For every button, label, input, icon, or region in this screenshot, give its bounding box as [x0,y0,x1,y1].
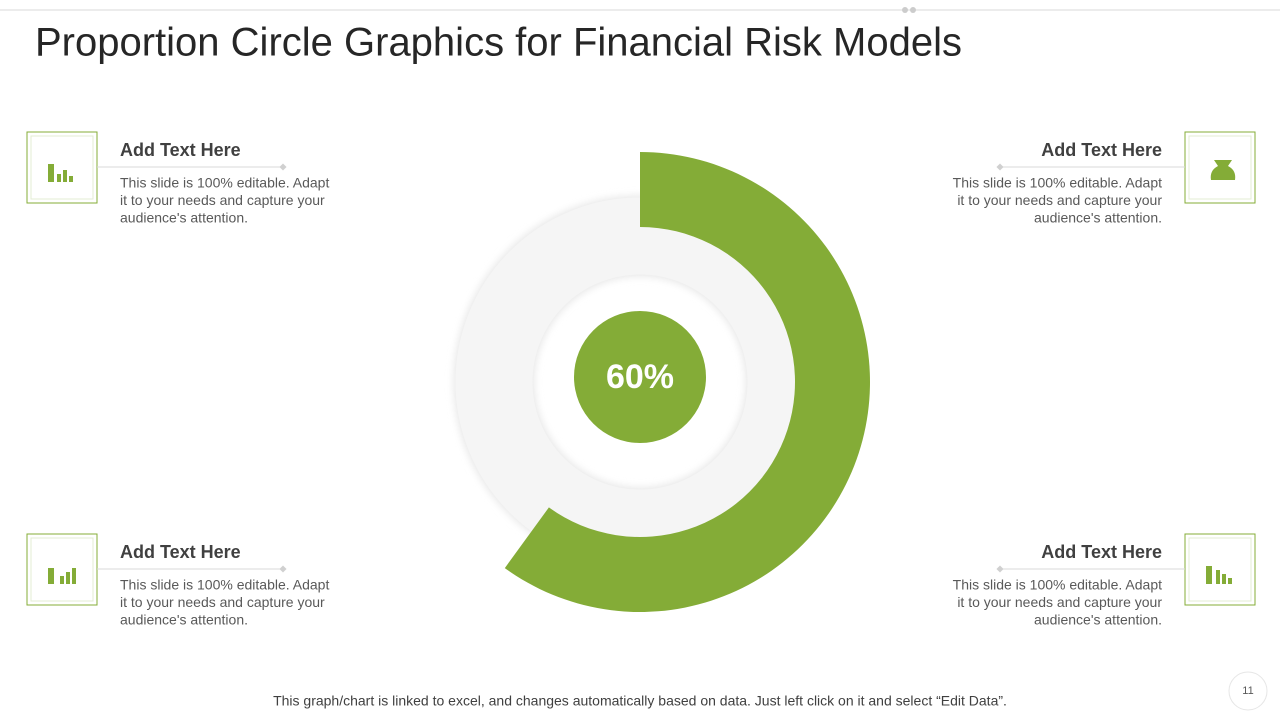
icon [48,568,76,584]
connector-dot [279,565,287,573]
icon-frame-inner [30,537,94,602]
panel-heading: Add Text Here [120,542,241,562]
donut-arc [504,152,870,613]
panel-body: This slide is 100% editable. Adapt [953,175,1162,191]
value-label: 60% [606,358,674,396]
icon-frame-inner [30,135,94,200]
footer-note: This graph/chart is linked to excel, and… [273,693,1007,709]
icon-frame-inner [1188,537,1252,602]
panel-body: audience's attention. [1034,612,1162,628]
panel-heading: Add Text Here [1041,542,1162,562]
icon-frame [26,533,98,606]
panel-body: This slide is 100% editable. Adapt [120,577,329,593]
panel-body: it to your needs and capture your [120,594,325,610]
page-badge [1228,671,1268,711]
donut-chart: 60% [504,152,870,613]
panel-body: it to your needs and capture your [957,594,1162,610]
icon-frame [26,131,98,204]
panel-body: audience's attention. [120,210,248,226]
dot [910,7,916,13]
icon [48,164,73,182]
panel-body: This slide is 100% editable. Adapt [120,175,329,191]
icon-frame [1184,533,1256,606]
panel-body: it to your needs and capture your [120,192,325,208]
icon-frame-inner [1188,135,1252,200]
panel-body: audience's attention. [120,612,248,628]
panels: Add Text Here This slide is 100% editable… [26,131,1256,628]
panel-heading: Add Text Here [120,140,241,160]
dot [902,7,908,13]
connector-dot [279,163,287,171]
icon [1210,160,1236,180]
connector-dot [996,163,1004,171]
connector-dot [996,565,1004,573]
panel-body: audience's attention. [1034,210,1162,226]
panel-body: it to your needs and capture your [957,192,1162,208]
center-disc [574,311,706,443]
slide-title: Proportion Circle Graphics for Financial… [35,21,962,65]
ring [455,197,825,567]
panel-body: This slide is 100% editable. Adapt [953,577,1162,593]
icon [1206,566,1232,584]
page-number: 11 [1242,685,1253,697]
panel-heading: Add Text Here [1041,140,1162,160]
